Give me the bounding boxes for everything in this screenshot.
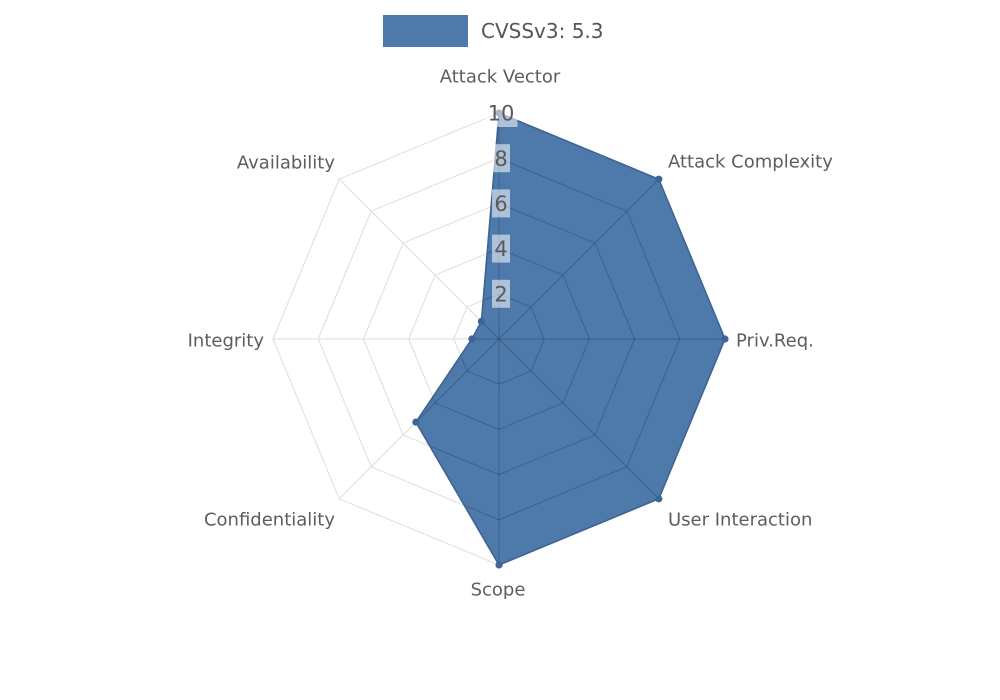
axis-label-priv-req-: Priv.Req. [736, 330, 814, 351]
axis-label-integrity: Integrity [188, 330, 265, 351]
vertex-marker [468, 335, 476, 343]
axis-label-user-interaction: User Interaction [668, 509, 812, 530]
grid-ring [415, 157, 681, 521]
tick-label-box [492, 144, 510, 173]
axis-label-attack-vector: Attack Vector [440, 66, 561, 87]
axis-label-confidentiality: Confidentiality [204, 509, 335, 530]
grid-ring [415, 202, 636, 476]
axis-label-attack-complexity: Attack Complexity [668, 151, 833, 172]
axis-label-scope: Scope [471, 579, 526, 600]
axis-label-availability: Availability [237, 152, 335, 173]
tick-label-10: 10 [488, 102, 515, 126]
tick-label-4: 4 [494, 237, 507, 261]
legend: CVSSv3: 5.3 [383, 15, 604, 47]
axis-spoke [498, 338, 660, 500]
tick-label-2: 2 [494, 282, 507, 306]
tick-label-8: 8 [494, 147, 507, 171]
axis-spoke [498, 178, 660, 340]
vertex-marker [721, 335, 729, 343]
axis-spoke [415, 338, 500, 500]
tick-label-6: 6 [494, 192, 507, 216]
tick-label-box [492, 279, 510, 308]
tick-label-box [492, 234, 510, 263]
legend-swatch [383, 15, 468, 47]
data-polygon [415, 113, 725, 565]
vertex-marker [412, 418, 420, 426]
vertex-marker [655, 175, 663, 183]
legend-label: CVSSv3: 5.3 [481, 19, 604, 43]
vertex-marker [477, 317, 485, 325]
axis-spoke [338, 178, 500, 340]
vertex-marker [495, 561, 503, 569]
vertex-marker [655, 495, 663, 503]
tick-label-box [484, 99, 518, 127]
tick-label-box [492, 189, 510, 218]
